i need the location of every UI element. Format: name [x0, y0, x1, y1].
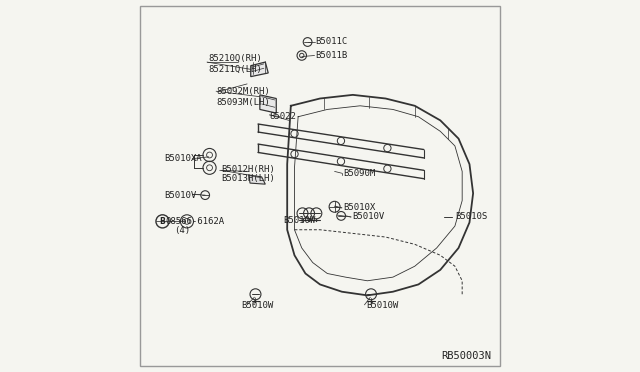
- Text: B5010XA: B5010XA: [164, 154, 202, 163]
- Polygon shape: [251, 62, 268, 77]
- Text: 85211Q(LH): 85211Q(LH): [209, 65, 262, 74]
- Text: B5011B: B5011B: [316, 51, 348, 60]
- Text: B: B: [159, 217, 165, 226]
- Text: 85022: 85022: [269, 112, 296, 121]
- Text: RB50003N: RB50003N: [442, 351, 492, 361]
- Text: B5010W: B5010W: [241, 301, 273, 310]
- Text: B5011C: B5011C: [316, 38, 348, 46]
- Text: B5013H(LH): B5013H(LH): [221, 174, 275, 183]
- Text: B5010W: B5010W: [366, 301, 399, 310]
- Text: (4): (4): [174, 226, 190, 235]
- Text: B5010V: B5010V: [164, 190, 196, 200]
- Text: B5090M: B5090M: [344, 169, 376, 178]
- Text: B5010X: B5010X: [344, 203, 376, 212]
- Text: B5012H(RH): B5012H(RH): [221, 165, 275, 174]
- Text: B5010V: B5010V: [352, 212, 385, 221]
- Polygon shape: [260, 95, 276, 113]
- Text: B5010S: B5010S: [455, 212, 487, 221]
- Text: 85210Q(RH): 85210Q(RH): [209, 54, 262, 63]
- Polygon shape: [249, 175, 266, 184]
- Text: B5010W: B5010W: [284, 216, 316, 225]
- Text: 85092M(RH): 85092M(RH): [216, 87, 270, 96]
- Text: 85093M(LH): 85093M(LH): [216, 98, 270, 107]
- Text: 08566-6162A: 08566-6162A: [165, 217, 224, 226]
